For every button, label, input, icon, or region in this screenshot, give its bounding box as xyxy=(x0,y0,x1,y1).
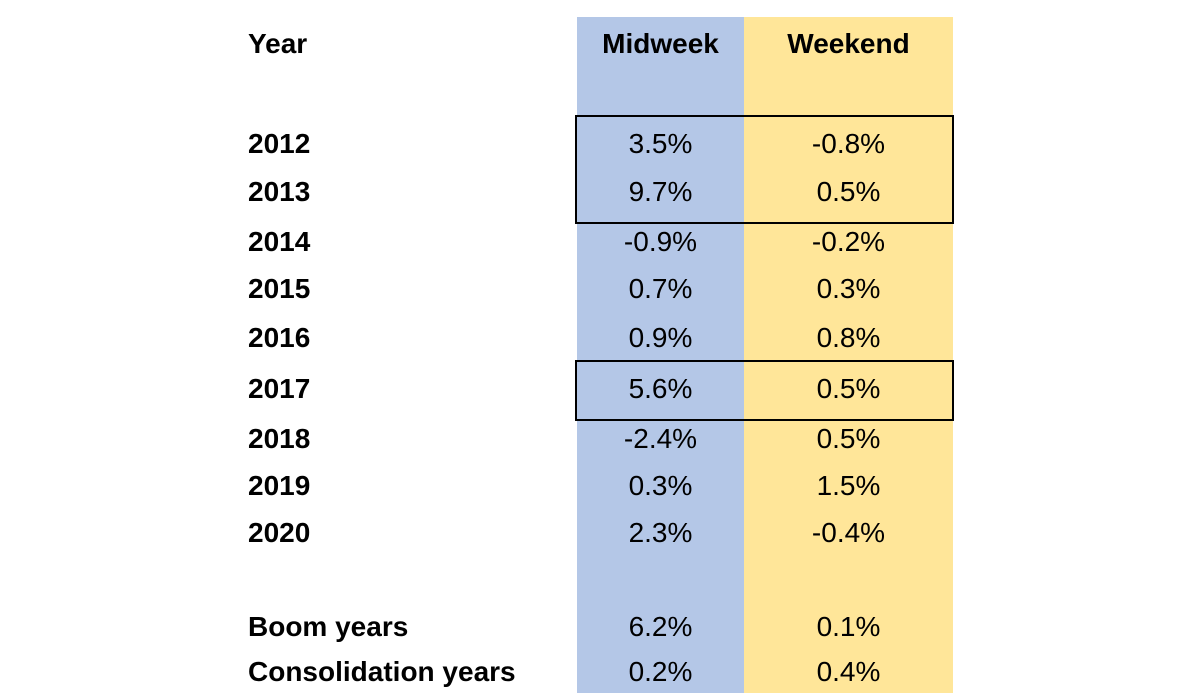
table-row: 2017 5.6% 0.5% xyxy=(0,371,1200,407)
weekend-value: -0.2% xyxy=(811,226,886,257)
summary-label: Boom years xyxy=(248,611,409,642)
summary-label: Consolidation years xyxy=(248,656,516,687)
midweek-value: 0.2% xyxy=(628,656,693,687)
weekend-value: 0.5% xyxy=(816,373,881,404)
summary-row: Consolidation years 0.2% 0.4% xyxy=(0,654,1200,690)
weekend-column-header: Weekend xyxy=(787,28,910,59)
weekend-value: 1.5% xyxy=(816,470,881,501)
weekend-value: -0.4% xyxy=(811,517,886,548)
weekend-value: 0.3% xyxy=(816,273,881,304)
year-label: 2016 xyxy=(248,322,311,353)
midweek-value: 0.7% xyxy=(628,273,693,304)
weekend-value: 0.5% xyxy=(816,176,881,207)
midweek-value: 9.7% xyxy=(628,176,693,207)
year-label: 2012 xyxy=(248,128,311,159)
table-row: 2012 3.5% -0.8% xyxy=(0,126,1200,162)
year-column-header: Year xyxy=(248,28,308,59)
midweek-value: 5.6% xyxy=(628,373,693,404)
midweek-value: 0.9% xyxy=(628,322,693,353)
midweek-value: 0.3% xyxy=(628,470,693,501)
year-label: 2015 xyxy=(248,273,311,304)
table-row: 2018 -2.4% 0.5% xyxy=(0,421,1200,457)
summary-row: Boom years 6.2% 0.1% xyxy=(0,609,1200,645)
midweek-value: -2.4% xyxy=(623,423,698,454)
table-row: 2020 2.3% -0.4% xyxy=(0,515,1200,551)
year-label: 2019 xyxy=(248,470,311,501)
table-row: 2016 0.9% 0.8% xyxy=(0,320,1200,356)
midweek-value: 3.5% xyxy=(628,128,693,159)
table-row: 2014 -0.9% -0.2% xyxy=(0,224,1200,260)
table-row: 2019 0.3% 1.5% xyxy=(0,468,1200,504)
table-row: 2013 9.7% 0.5% xyxy=(0,174,1200,210)
weekend-value: -0.8% xyxy=(811,128,886,159)
highlight-box xyxy=(575,115,954,224)
weekend-value: 0.1% xyxy=(816,611,881,642)
midweek-value: 2.3% xyxy=(628,517,693,548)
table-row: 2015 0.7% 0.3% xyxy=(0,271,1200,307)
weekend-value: 0.5% xyxy=(816,423,881,454)
weekend-value: 0.8% xyxy=(816,322,881,353)
year-label: 2014 xyxy=(248,226,311,257)
weekend-column-fill xyxy=(744,17,953,693)
midweek-value: -0.9% xyxy=(623,226,698,257)
highlight-box xyxy=(575,360,954,421)
year-label: 2013 xyxy=(248,176,311,207)
midweek-column-fill xyxy=(577,17,744,693)
year-label: 2017 xyxy=(248,373,311,404)
weekend-value: 0.4% xyxy=(816,656,881,687)
year-label: 2020 xyxy=(248,517,311,548)
midweek-column-header: Midweek xyxy=(602,28,719,59)
year-label: 2018 xyxy=(248,423,311,454)
midweek-value: 6.2% xyxy=(628,611,693,642)
